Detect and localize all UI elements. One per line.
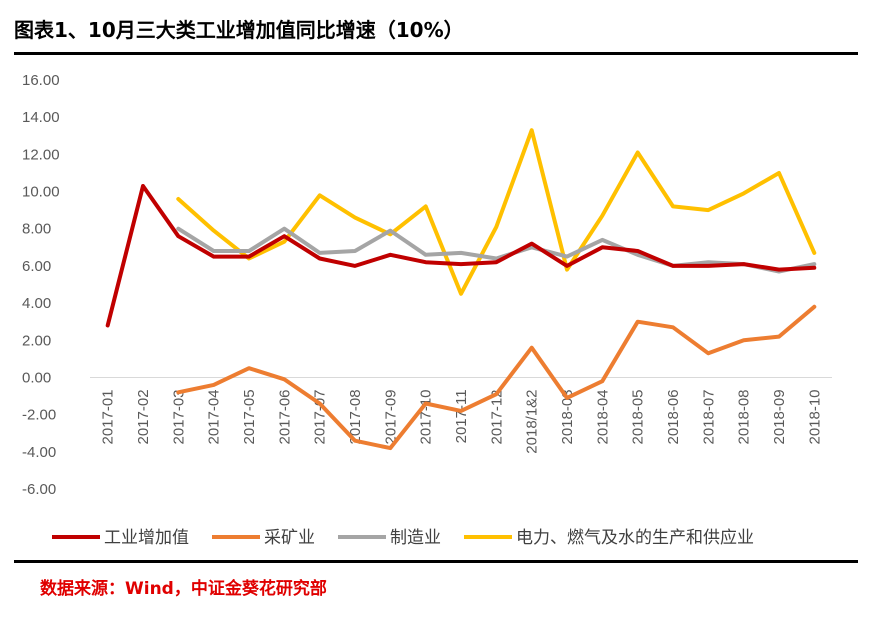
- x-tick-label: 2018/1&2: [524, 389, 541, 453]
- y-tick-label: -4.00: [22, 444, 56, 461]
- y-tick-label: 10.00: [22, 184, 60, 201]
- y-tick-label: 16.00: [22, 72, 60, 89]
- y-tick-label: 12.00: [22, 146, 60, 163]
- x-tick-label: 2018-06: [665, 389, 682, 444]
- x-tick-label: 2017-01: [100, 389, 117, 444]
- x-tick-label: 2017-08: [347, 389, 364, 444]
- y-tick-label: 8.00: [22, 221, 51, 238]
- y-tick-label: -6.00: [22, 481, 56, 498]
- series-line-2: [176, 226, 817, 274]
- x-tick-label: 2018-04: [594, 389, 611, 444]
- y-tick-label: 2.00: [22, 332, 51, 349]
- x-tick-label: 2017-02: [135, 389, 152, 444]
- y-tick-label: 0.00: [22, 369, 51, 386]
- x-tick-label: 2017-04: [206, 389, 223, 444]
- y-tick-label: -2.00: [22, 407, 56, 424]
- legend-label: 电力、燃气及水的生产和供应业: [516, 528, 754, 548]
- x-tick-label: 2018-10: [806, 389, 823, 444]
- x-tick-label: 2018-07: [700, 389, 717, 444]
- series-line-0: [105, 184, 817, 328]
- title-rule: [14, 52, 858, 55]
- x-tick-label: 2017-03: [170, 389, 187, 444]
- source-note: 数据来源：Wind，中证金葵花研究部: [40, 579, 327, 599]
- chart-title: 图表1、10月三大类工业增加值同比增速（10%）: [14, 18, 464, 42]
- y-tick-label: 14.00: [22, 109, 60, 126]
- y-tick-label: 6.00: [22, 258, 51, 275]
- footer-rule: [14, 560, 858, 563]
- legend-label: 工业增加值: [104, 528, 189, 548]
- legend-label: 制造业: [390, 528, 441, 548]
- x-tick-label: 2017-11: [453, 389, 470, 443]
- x-tick-label: 2018-08: [736, 389, 753, 444]
- x-tick-label: 2017-12: [488, 389, 505, 444]
- x-tick-label: 2017-09: [382, 389, 399, 444]
- x-tick-label: 2017-06: [276, 389, 293, 444]
- legend-label: 采矿业: [264, 528, 315, 548]
- x-tick-label: 2017-10: [418, 389, 435, 444]
- y-tick-label: 4.00: [22, 295, 51, 312]
- series-line-3: [176, 128, 817, 296]
- x-tick-label: 2017-05: [241, 389, 258, 444]
- series-line-1: [176, 304, 817, 451]
- x-tick-label: 2018-03: [559, 389, 576, 444]
- x-tick-label: 2018-09: [771, 389, 788, 444]
- x-tick-label: 2018-05: [630, 389, 647, 444]
